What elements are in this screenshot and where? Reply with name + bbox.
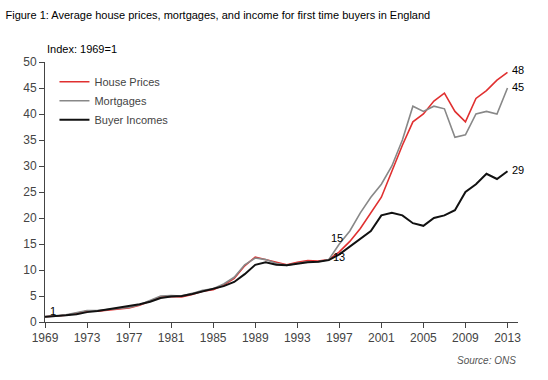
svg-text:50: 50 — [23, 55, 37, 69]
svg-text:1985: 1985 — [200, 331, 227, 345]
svg-text:1981: 1981 — [158, 331, 185, 345]
svg-text:10: 10 — [23, 263, 37, 277]
svg-text:45: 45 — [512, 81, 524, 93]
svg-text:25: 25 — [23, 185, 37, 199]
svg-text:1973: 1973 — [74, 331, 101, 345]
svg-text:5: 5 — [30, 289, 37, 303]
svg-text:1977: 1977 — [116, 331, 143, 345]
svg-text:Source: ONS: Source: ONS — [457, 355, 516, 366]
svg-text:20: 20 — [23, 211, 37, 225]
svg-text:Figure 1: Average house prices: Figure 1: Average house prices, mortgage… — [5, 9, 430, 21]
svg-text:15: 15 — [331, 232, 343, 244]
svg-text:35: 35 — [23, 133, 37, 147]
svg-text:15: 15 — [23, 237, 37, 251]
svg-text:1989: 1989 — [242, 331, 269, 345]
svg-text:Index: 1969=1: Index: 1969=1 — [47, 43, 117, 55]
svg-text:2009: 2009 — [452, 331, 479, 345]
svg-text:45: 45 — [23, 81, 37, 95]
svg-text:1969: 1969 — [32, 331, 59, 345]
svg-text:1997: 1997 — [326, 331, 353, 345]
svg-text:29: 29 — [512, 164, 524, 176]
svg-text:2013: 2013 — [494, 331, 521, 345]
svg-text:0: 0 — [30, 315, 37, 329]
svg-text:2005: 2005 — [410, 331, 437, 345]
svg-text:1993: 1993 — [284, 331, 311, 345]
svg-text:Buyer Incomes: Buyer Incomes — [94, 114, 168, 126]
svg-text:House Prices: House Prices — [94, 76, 160, 88]
svg-text:1: 1 — [50, 305, 56, 317]
svg-text:40: 40 — [23, 107, 37, 121]
svg-text:30: 30 — [23, 159, 37, 173]
svg-text:2001: 2001 — [368, 331, 395, 345]
svg-text:48: 48 — [512, 64, 524, 76]
svg-text:13: 13 — [333, 251, 345, 263]
svg-text:Mortgages: Mortgages — [94, 95, 146, 107]
